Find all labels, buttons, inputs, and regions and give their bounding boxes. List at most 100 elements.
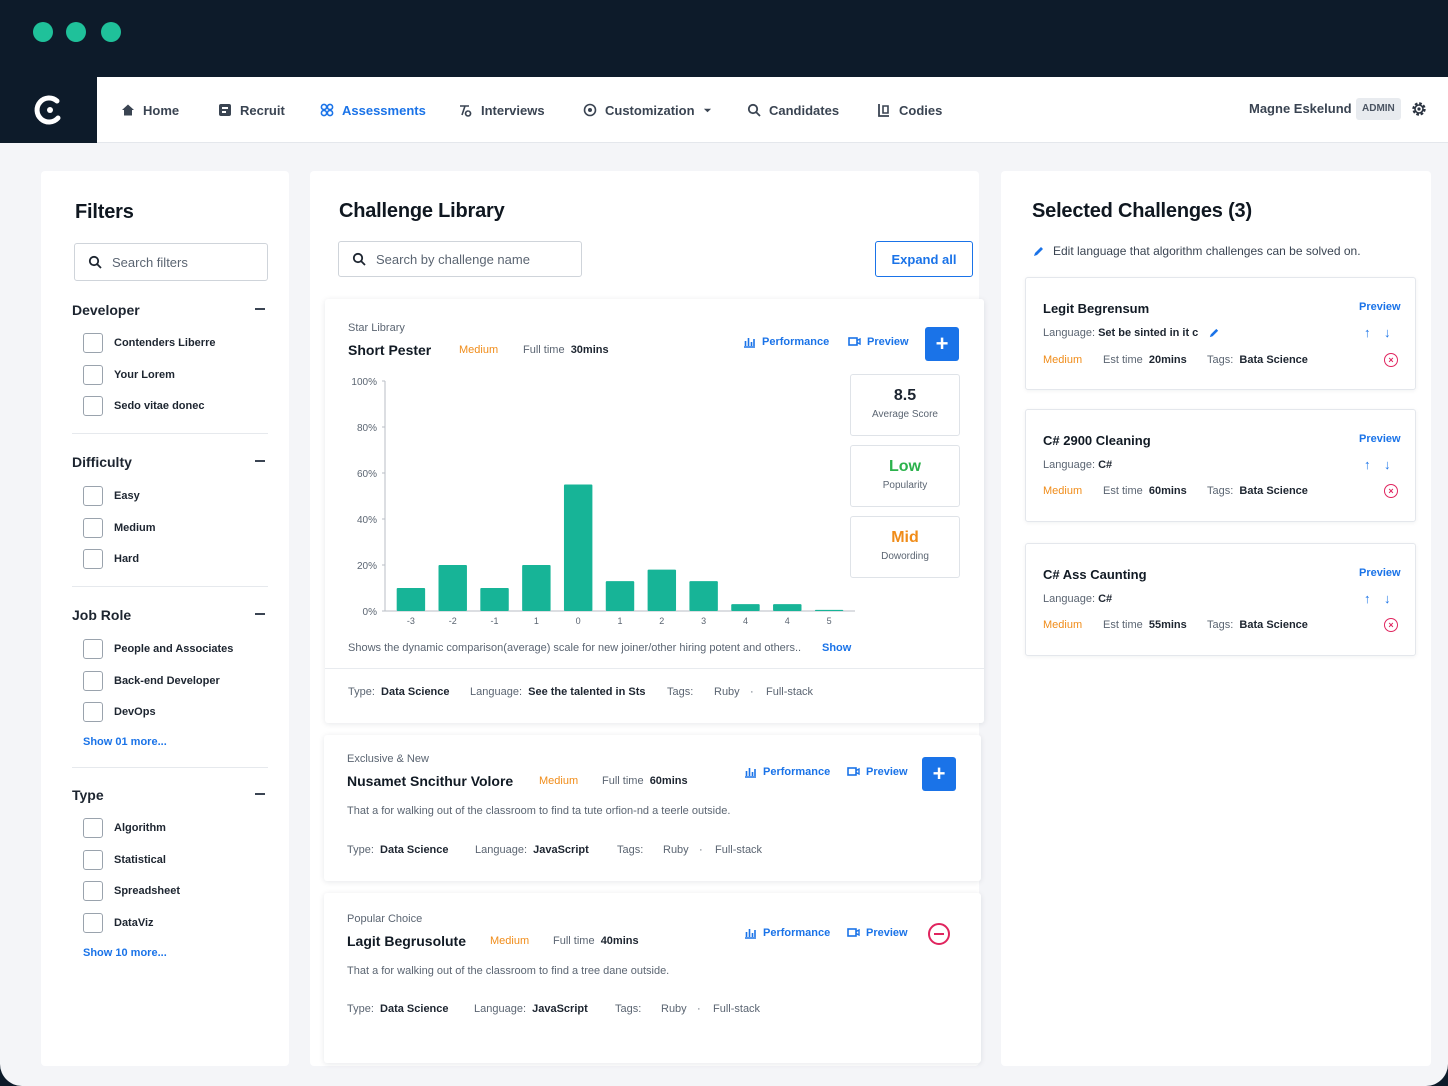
challenge-card[interactable]: Popular Choice Lagit Begrusolute Medium … [324, 893, 981, 1063]
expand-all-button[interactable]: Expand all [875, 241, 973, 277]
remove-challenge-button[interactable] [928, 923, 950, 945]
card-type: Type: Data Science [347, 844, 449, 856]
gear-icon[interactable] [1410, 100, 1428, 118]
tag: Full-stack [713, 1003, 761, 1015]
collapse-developer-icon[interactable] [255, 308, 265, 310]
preview-link[interactable]: Preview [1359, 301, 1401, 313]
filter-option[interactable]: DataViz [83, 913, 154, 933]
checkbox[interactable] [83, 486, 103, 506]
filter-option[interactable]: Back-end Developer [83, 671, 220, 691]
y-tick-label: 20% [357, 561, 377, 572]
x-tick-label: 1 [534, 616, 539, 626]
brand-logo[interactable] [0, 77, 97, 143]
divider [72, 767, 268, 768]
filter-option[interactable]: Easy [83, 486, 140, 506]
selected-card-language: Language: Set be sinted in it c [1043, 327, 1199, 339]
nav-interviews[interactable]: Interviews [459, 77, 545, 143]
preview-button[interactable]: Preview [847, 765, 908, 778]
nav-codies[interactable]: Codies [877, 77, 942, 143]
x-tick-label: 3 [701, 616, 706, 626]
stat-label: Dowording [881, 551, 929, 562]
checkbox[interactable] [83, 850, 103, 870]
selected-card-title: Legit Begrensum [1043, 301, 1150, 316]
card-title[interactable]: Nusamet Sncithur Volore [347, 773, 514, 789]
filter-option[interactable]: People and Associates [83, 639, 233, 659]
filter-option-label: Sedo vitae donec [114, 400, 205, 412]
performance-button[interactable]: Performance [744, 765, 830, 778]
filter-option[interactable]: Contenders Liberre [83, 333, 215, 353]
show-more-job-role-link[interactable]: Show 01 more... [83, 736, 167, 748]
filter-option[interactable]: DevOps [83, 702, 156, 722]
preview-link[interactable]: Preview [1359, 567, 1401, 579]
window-dot-3[interactable] [101, 22, 121, 42]
filter-option[interactable]: Medium [83, 518, 156, 538]
filter-option[interactable]: Hard [83, 549, 139, 569]
preview-link[interactable]: Preview [1359, 433, 1401, 445]
checkbox[interactable] [83, 396, 103, 416]
remove-selected-icon[interactable]: × [1384, 484, 1398, 498]
y-tick-label: 80% [357, 423, 377, 434]
show-more-link[interactable]: Show [822, 642, 852, 654]
nav-assessments[interactable]: Assessments [320, 77, 426, 143]
filter-option[interactable]: Your Lorem [83, 365, 175, 385]
move-up-icon[interactable]: ↑ [1364, 457, 1371, 472]
filter-option[interactable]: Spreadsheet [83, 881, 180, 901]
difficulty-badge: Medium [539, 775, 579, 787]
card-title[interactable]: Lagit Begrusolute [347, 933, 467, 949]
filters-search-input[interactable]: Search filters [74, 243, 268, 281]
user-name[interactable]: Magne Eskelund [1249, 101, 1352, 116]
preview-button[interactable]: Preview [848, 335, 909, 348]
add-challenge-button[interactable]: + [922, 757, 956, 791]
move-up-icon[interactable]: ↑ [1364, 591, 1371, 606]
performance-button[interactable]: Performance [743, 335, 829, 348]
challenge-card[interactable]: Exclusive & New Nusamet Sncithur Volore … [324, 735, 981, 881]
bar [731, 604, 760, 611]
checkbox[interactable] [83, 671, 103, 691]
checkbox[interactable] [83, 549, 103, 569]
move-up-icon[interactable]: ↑ [1364, 325, 1371, 340]
checkbox[interactable] [83, 702, 103, 722]
show-more-type-link[interactable]: Show 10 more... [83, 947, 167, 959]
preview-icon [848, 337, 861, 346]
selected-card-language: Language: C# [1043, 593, 1113, 605]
selected-challenge-card[interactable]: C# Ass Caunting Preview Language: C# ↑ ↓… [1025, 543, 1416, 656]
nav-home[interactable]: Home [121, 77, 179, 143]
move-down-icon[interactable]: ↓ [1384, 457, 1391, 472]
card-kicker: Exclusive & New [347, 753, 429, 765]
checkbox[interactable] [83, 881, 103, 901]
filter-option[interactable]: Algorithm [83, 818, 166, 838]
performance-button[interactable]: Performance [744, 926, 830, 939]
nav-customization-label: Customization [605, 102, 695, 118]
preview-button[interactable]: Preview [847, 926, 908, 939]
remove-selected-icon[interactable]: × [1384, 618, 1398, 632]
move-down-icon[interactable]: ↓ [1384, 591, 1391, 606]
filter-option[interactable]: Sedo vitae donec [83, 396, 204, 416]
checkbox[interactable] [83, 365, 103, 385]
move-down-icon[interactable]: ↓ [1384, 325, 1391, 340]
checkbox[interactable] [83, 639, 103, 659]
checkbox[interactable] [83, 913, 103, 933]
checkbox[interactable] [83, 518, 103, 538]
add-challenge-button[interactable]: + [925, 327, 959, 361]
window-dot-2[interactable] [66, 22, 86, 42]
checkbox[interactable] [83, 818, 103, 838]
checkbox[interactable] [83, 333, 103, 353]
filter-option-label: Hard [114, 553, 140, 565]
remove-selected-icon[interactable]: × [1384, 353, 1398, 367]
edit-language-icon[interactable] [1208, 327, 1220, 339]
selected-challenge-card[interactable]: Legit Begrensum Preview Language: Set be… [1025, 277, 1416, 390]
challenge-search-input[interactable]: Search by challenge name [338, 241, 582, 277]
challenge-card[interactable]: Star Library Short Pester Medium Full ti… [325, 299, 984, 723]
nav-customization[interactable]: Customization [583, 77, 712, 143]
window-dot-1[interactable] [33, 22, 53, 42]
collapse-type-icon[interactable] [255, 793, 265, 795]
collapse-job-role-icon[interactable] [255, 613, 265, 615]
card-title[interactable]: Short Pester [348, 342, 432, 358]
selected-challenge-card[interactable]: C# 2900 Cleaning Preview Language: C# ↑ … [1025, 409, 1416, 522]
nav-candidates[interactable]: Candidates [747, 77, 839, 143]
nav-recruit[interactable]: Recruit [218, 77, 285, 143]
filter-option[interactable]: Statistical [83, 850, 166, 870]
collapse-difficulty-icon[interactable] [255, 460, 265, 462]
x-tick-label: -3 [407, 616, 415, 626]
tag-separator: · [697, 1003, 701, 1015]
